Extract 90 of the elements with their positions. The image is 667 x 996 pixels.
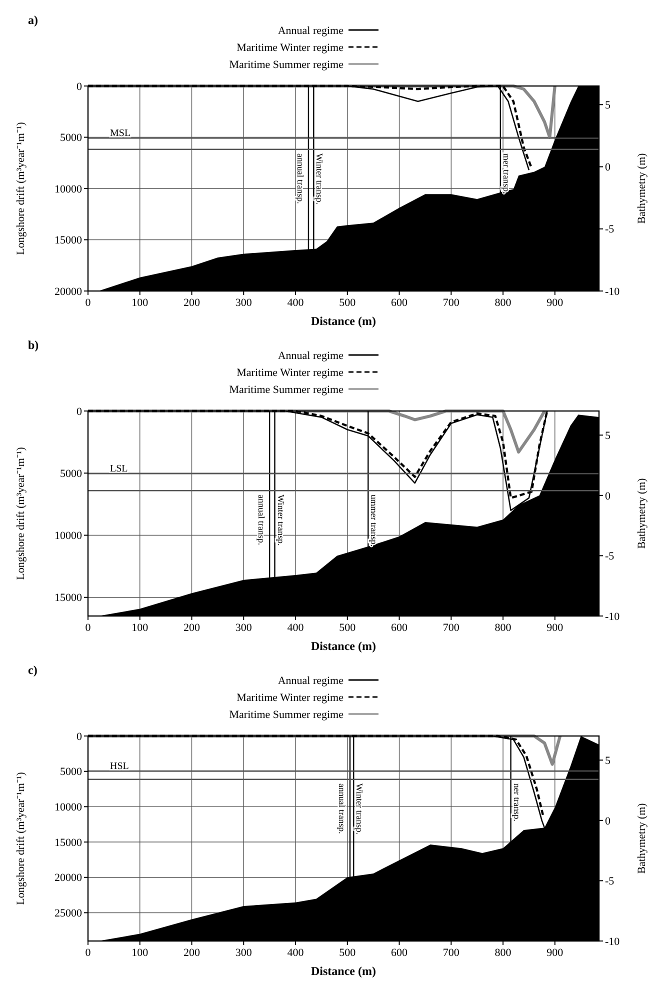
y-tick-label: 10000 bbox=[54, 802, 82, 814]
y2-tick-label: -10 bbox=[605, 936, 620, 948]
x-tick-label: 800 bbox=[494, 297, 512, 309]
y-tick-label: 15000 bbox=[54, 836, 82, 849]
ref-line-label: annual transp. bbox=[256, 494, 267, 546]
y-tick-label: 5000 bbox=[60, 766, 82, 778]
y-tick-label: 15000 bbox=[54, 592, 82, 604]
x-tick-label: 600 bbox=[391, 622, 408, 634]
x-tick-label: 500 bbox=[339, 947, 356, 959]
x-tick-label: 800 bbox=[494, 622, 512, 634]
y2-tick-label: -5 bbox=[605, 224, 615, 236]
y-tick-label: 10000 bbox=[54, 183, 82, 196]
x-tick-label: 200 bbox=[184, 622, 201, 634]
y-tick-label: 25000 bbox=[54, 908, 82, 920]
ref-line-label: Winter transp. bbox=[276, 494, 286, 546]
legend-label: Maritime Winter regime bbox=[236, 692, 344, 704]
legend-label: Maritime Winter regime bbox=[236, 366, 344, 379]
y2-axis-title: Bathymetry (m) bbox=[636, 802, 648, 874]
chart-title: b) bbox=[28, 338, 39, 352]
x-tick-label: 100 bbox=[132, 622, 149, 634]
x-tick-label: 300 bbox=[235, 947, 252, 959]
ref-line-label: Winter transp. bbox=[314, 153, 325, 204]
legend-label: Maritime Summer regime bbox=[229, 58, 344, 71]
x-tick-label: 900 bbox=[546, 297, 564, 309]
x-tick-label: 200 bbox=[184, 297, 201, 309]
x-tick-label: 900 bbox=[546, 622, 564, 634]
x-tick-label: 0 bbox=[85, 297, 92, 309]
ref-line-label: Winter transp. bbox=[354, 783, 365, 835]
x-tick-label: 100 bbox=[132, 947, 149, 959]
ref-line-label: LSL bbox=[110, 464, 128, 475]
x-tick-label: 700 bbox=[442, 622, 460, 634]
x-tick-label: 300 bbox=[235, 297, 252, 309]
x-tick-label: 600 bbox=[391, 297, 408, 309]
y2-tick-label: 0 bbox=[605, 815, 611, 828]
ref-line-label: MSL bbox=[110, 128, 131, 140]
y2-tick-label: 5 bbox=[605, 430, 611, 442]
legend-label: Annual regime bbox=[278, 350, 344, 362]
y-tick-label: 0 bbox=[76, 406, 82, 418]
ref-line-label: ummer transp. bbox=[369, 494, 380, 547]
ref-line-label: annual transp. bbox=[336, 783, 347, 834]
x-tick-label: 400 bbox=[287, 622, 304, 634]
x-tick-label: 0 bbox=[85, 947, 92, 959]
y-tick-label: 10000 bbox=[54, 530, 82, 542]
x-axis-title: Distance (m) bbox=[311, 314, 376, 328]
y-tick-label: 20000 bbox=[54, 286, 82, 298]
legend-label: Annual regime bbox=[278, 674, 344, 687]
ref-line-label: ner transp. bbox=[512, 783, 522, 822]
y2-tick-label: 5 bbox=[605, 754, 611, 767]
y2-tick-label: -5 bbox=[605, 550, 615, 563]
x-tick-label: 700 bbox=[442, 297, 460, 309]
x-tick-label: 700 bbox=[442, 947, 460, 959]
chart-title: a) bbox=[28, 13, 38, 27]
y-axis-title: Longshore drift (m³year⁻¹m⁻¹) bbox=[15, 122, 27, 255]
y2-tick-label: 0 bbox=[605, 162, 611, 174]
y-tick-label: 5000 bbox=[60, 132, 82, 144]
x-tick-label: 0 bbox=[85, 622, 92, 634]
x-tick-label: 500 bbox=[339, 622, 356, 634]
y-tick-label: 0 bbox=[76, 80, 82, 93]
y-tick-label: 5000 bbox=[60, 468, 82, 480]
y-tick-label: 0 bbox=[76, 730, 82, 743]
y-tick-label: 20000 bbox=[54, 872, 82, 884]
x-tick-label: 500 bbox=[339, 297, 356, 309]
x-axis-title: Distance (m) bbox=[311, 639, 376, 653]
y2-axis-title: Bathymetry (m) bbox=[636, 478, 648, 549]
legend-label: Maritime Summer regime bbox=[229, 384, 344, 396]
x-tick-label: 400 bbox=[287, 297, 304, 309]
ref-line-label: HSL bbox=[110, 760, 129, 772]
y-tick-label: 15000 bbox=[54, 234, 82, 247]
x-tick-label: 100 bbox=[132, 297, 149, 309]
ref-line-label: annual transp. bbox=[295, 153, 306, 204]
legend-label: Maritime Winter regime bbox=[236, 42, 344, 54]
y2-tick-label: -5 bbox=[605, 876, 615, 888]
y2-tick-label: -10 bbox=[605, 610, 620, 623]
x-tick-label: 300 bbox=[235, 622, 252, 634]
y2-tick-label: 5 bbox=[605, 99, 611, 112]
x-tick-label: 900 bbox=[546, 947, 564, 959]
legend-label: Annual regime bbox=[278, 24, 344, 37]
chart-title: c) bbox=[28, 663, 38, 677]
x-tick-label: 200 bbox=[184, 947, 201, 959]
legend-label: Maritime Summer regime bbox=[229, 708, 344, 721]
x-axis-title: Distance (m) bbox=[311, 964, 376, 978]
x-tick-label: 800 bbox=[494, 947, 512, 959]
y2-axis-title: Bathymetry (m) bbox=[636, 152, 648, 224]
y-axis-title: Longshore drift (m³year⁻¹m⁻¹) bbox=[15, 772, 27, 905]
y2-tick-label: 0 bbox=[605, 490, 611, 502]
x-tick-label: 600 bbox=[391, 947, 408, 959]
x-tick-label: 400 bbox=[287, 947, 304, 959]
ref-line-label: mer transp. bbox=[501, 153, 512, 194]
y2-tick-label: -10 bbox=[605, 286, 620, 298]
y-axis-title: Longshore drift (m³year⁻¹m⁻¹) bbox=[15, 446, 27, 580]
